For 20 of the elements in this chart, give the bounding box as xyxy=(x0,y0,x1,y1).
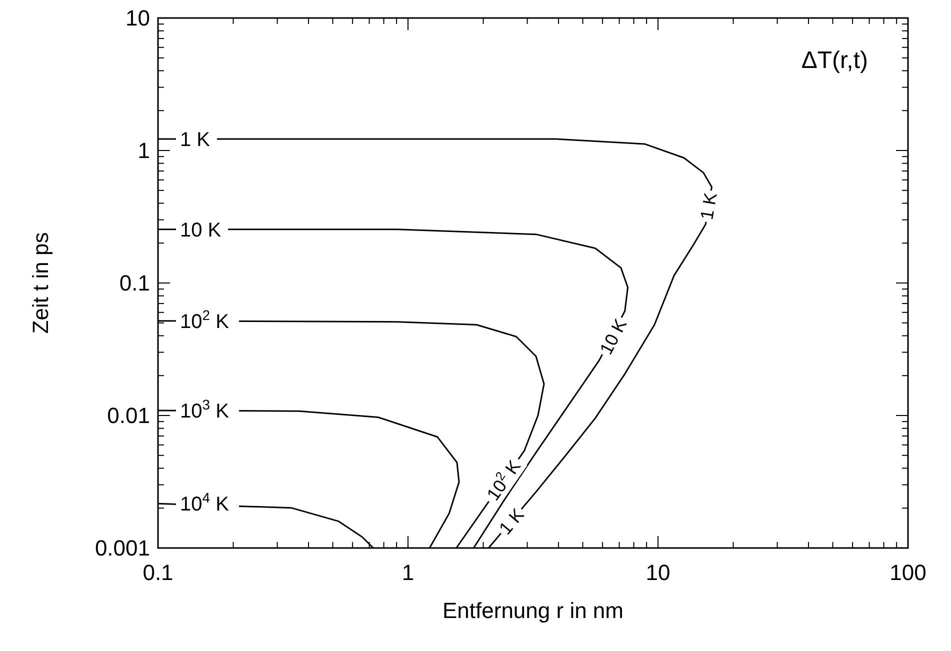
series-label: 10 K xyxy=(180,219,222,242)
annotation: 10 K xyxy=(596,316,631,358)
text: ΔT(r,t) xyxy=(801,47,868,74)
x-tick-label: 0.1 xyxy=(142,560,174,585)
y-tick-label: 1 xyxy=(138,138,150,164)
y-tick-label: 10 xyxy=(126,6,150,31)
y-tick-label: 0.001 xyxy=(94,536,150,561)
x-axis-title: Entfernung r in nm xyxy=(442,598,624,623)
y-axis-title: Zeit t in ps xyxy=(28,232,53,334)
series-label: 1 K xyxy=(180,129,211,152)
x-tick-label: 10 xyxy=(646,560,670,585)
y-tick-label: 0.1 xyxy=(119,270,150,296)
annotation: 1 K xyxy=(696,191,721,222)
series-label: 10$^{3}$ K xyxy=(180,396,230,423)
x-tick-label: 100 xyxy=(890,560,926,585)
y-tick-label: 0.01 xyxy=(107,403,150,428)
series-label: 10$^{2}$ K xyxy=(180,306,230,333)
annotation: 1 K xyxy=(495,504,528,538)
x-tick-label: 1 xyxy=(402,560,414,585)
series-label: 10$^{4}$ K xyxy=(180,490,230,516)
